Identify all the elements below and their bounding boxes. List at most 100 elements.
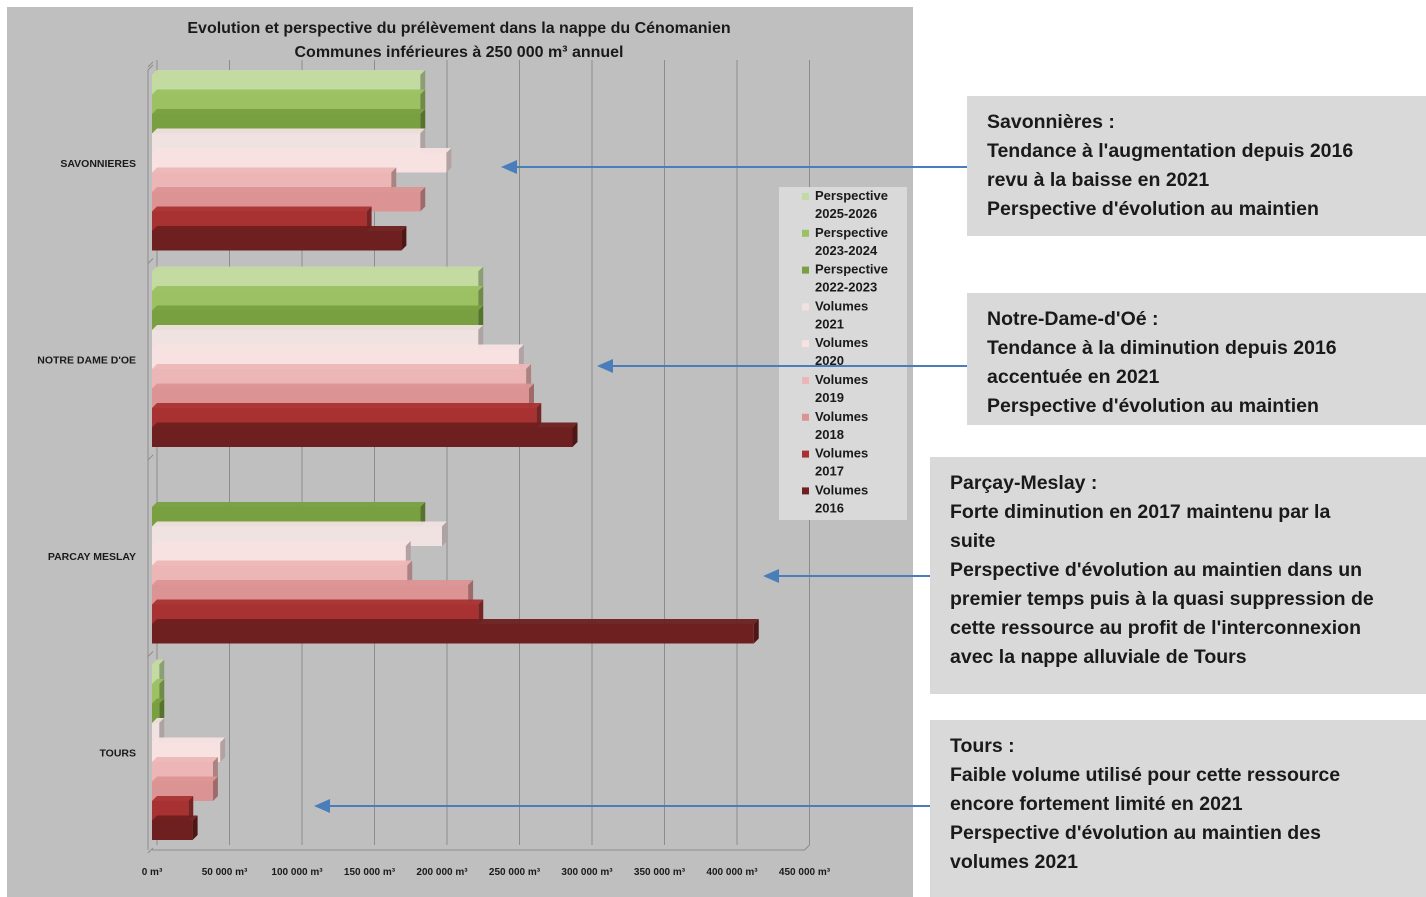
legend-label: Perspective bbox=[815, 262, 888, 277]
bar-side bbox=[159, 718, 165, 743]
legend-label: 2019 bbox=[815, 390, 844, 405]
bar-top bbox=[152, 580, 474, 585]
bar-top bbox=[152, 502, 426, 507]
bar-side bbox=[420, 128, 426, 153]
legend-box bbox=[779, 187, 907, 520]
annotation-line: Faible volume utilisé pour cette ressour… bbox=[950, 764, 1341, 786]
x-tick-label: 0 m³ bbox=[142, 867, 163, 878]
bar bbox=[152, 723, 160, 743]
bar-top bbox=[152, 89, 426, 95]
bar-top bbox=[152, 383, 534, 389]
bar bbox=[152, 231, 402, 251]
annotation-line: revu à la baisse en 2021 bbox=[987, 169, 1210, 191]
bar-side bbox=[420, 109, 426, 134]
bar-side bbox=[212, 757, 218, 782]
bar-side bbox=[478, 286, 484, 311]
category-label: SAVONNIERES bbox=[60, 158, 136, 170]
legend-swatch bbox=[802, 193, 809, 200]
category-separator bbox=[147, 847, 154, 854]
bar-top bbox=[152, 599, 484, 605]
bar-side bbox=[159, 698, 165, 723]
category-separator bbox=[147, 651, 154, 657]
legend-label: Volumes bbox=[815, 446, 868, 461]
bar-top bbox=[152, 403, 542, 408]
category-label: PARCAY MESLAY bbox=[48, 551, 136, 563]
bar-top bbox=[152, 364, 532, 369]
legend-label: 2021 bbox=[815, 316, 844, 331]
annotation-notre-dame: Notre-Dame-d'Oé : Tendance à la diminuti… bbox=[967, 293, 1426, 425]
arrow-head bbox=[597, 359, 613, 373]
x-tick-label: 100 000 m³ bbox=[271, 867, 323, 878]
bar-side bbox=[159, 679, 165, 704]
annotation-tours: Tours : Faible volume utilisé pour cette… bbox=[930, 720, 1426, 897]
arrow-head bbox=[314, 799, 330, 813]
x-tick-label: 400 000 m³ bbox=[706, 867, 758, 878]
bar bbox=[152, 820, 193, 840]
bar-top bbox=[152, 187, 426, 192]
bar-top bbox=[152, 619, 759, 624]
bar-side bbox=[192, 815, 198, 840]
legend-label: Volumes bbox=[815, 298, 868, 313]
x-tick-label: 250 000 m³ bbox=[489, 867, 541, 878]
annotation-parcay-meslay: Parçay-Meslay : Forte diminution en 2017… bbox=[930, 457, 1426, 694]
annotation-line: premier temps puis à la quasi suppressio… bbox=[950, 588, 1374, 610]
annotation-line: Perspective d'évolution au maintien des bbox=[950, 822, 1321, 844]
x-axis-line bbox=[804, 844, 810, 851]
category-separator bbox=[147, 454, 154, 461]
bar-side bbox=[478, 325, 484, 350]
bar-side bbox=[407, 560, 413, 585]
bar-side bbox=[526, 364, 532, 389]
legend-label: 2025-2026 bbox=[815, 206, 877, 221]
legend-label: Volumes bbox=[815, 372, 868, 387]
bar-side bbox=[572, 422, 578, 447]
bar-top bbox=[152, 718, 165, 723]
bar-side bbox=[478, 266, 484, 291]
annotation-line: accentuée en 2021 bbox=[987, 366, 1160, 388]
y-axis-line bbox=[147, 64, 154, 71]
legend-swatch bbox=[802, 377, 809, 384]
bar-top bbox=[152, 286, 484, 291]
annotation-line: Forte diminution en 2017 maintenu par la bbox=[950, 501, 1331, 523]
legend-swatch bbox=[802, 340, 809, 348]
x-tick-label: 150 000 m³ bbox=[344, 867, 396, 878]
bar-top bbox=[152, 679, 165, 684]
annotation-line: Tendance à l'augmentation depuis 2016 bbox=[987, 140, 1354, 162]
category-label: TOURS bbox=[99, 747, 136, 759]
legend-label: 2023-2024 bbox=[815, 243, 878, 258]
bar-top bbox=[152, 128, 426, 134]
bar-side bbox=[366, 206, 372, 231]
bar-side bbox=[468, 580, 474, 605]
legend-swatch bbox=[802, 450, 809, 458]
bar bbox=[152, 624, 754, 644]
arrow-head bbox=[763, 569, 779, 583]
legend-label: 2017 bbox=[815, 464, 844, 479]
legend-label: 2016 bbox=[815, 500, 844, 515]
legend-label: Volumes bbox=[815, 335, 868, 350]
annotation-line: Savonnières : bbox=[987, 111, 1115, 133]
bar-top bbox=[152, 815, 198, 821]
bar-top bbox=[152, 541, 411, 546]
annotation-line: Notre-Dame-d'Oé : bbox=[987, 308, 1159, 330]
legend-swatch bbox=[802, 229, 809, 237]
bar-side bbox=[159, 659, 165, 684]
legend-label: Volumes bbox=[815, 409, 868, 424]
bar-side bbox=[446, 148, 452, 173]
annotation-line: volumes 2021 bbox=[950, 851, 1078, 873]
legend-swatch bbox=[802, 413, 809, 421]
annotation-savonnieres: Savonnières : Tendance à l'augmentation … bbox=[967, 96, 1426, 236]
bar-top bbox=[152, 70, 426, 75]
annotation-line: cette ressource au profit de l'interconn… bbox=[950, 617, 1361, 639]
legend-label: 2018 bbox=[815, 427, 844, 442]
bar-side bbox=[518, 344, 524, 369]
bar-side bbox=[442, 521, 447, 546]
bar-side bbox=[405, 541, 411, 566]
category-separator bbox=[147, 258, 154, 264]
annotation-line: Tours : bbox=[950, 735, 1015, 757]
legend-label: Volumes bbox=[815, 482, 868, 497]
bar-side bbox=[753, 619, 759, 644]
x-tick-label: 300 000 m³ bbox=[561, 867, 613, 878]
bar-top bbox=[152, 560, 413, 566]
bar-side bbox=[401, 226, 407, 251]
x-tick-label: 200 000 m³ bbox=[416, 867, 468, 878]
